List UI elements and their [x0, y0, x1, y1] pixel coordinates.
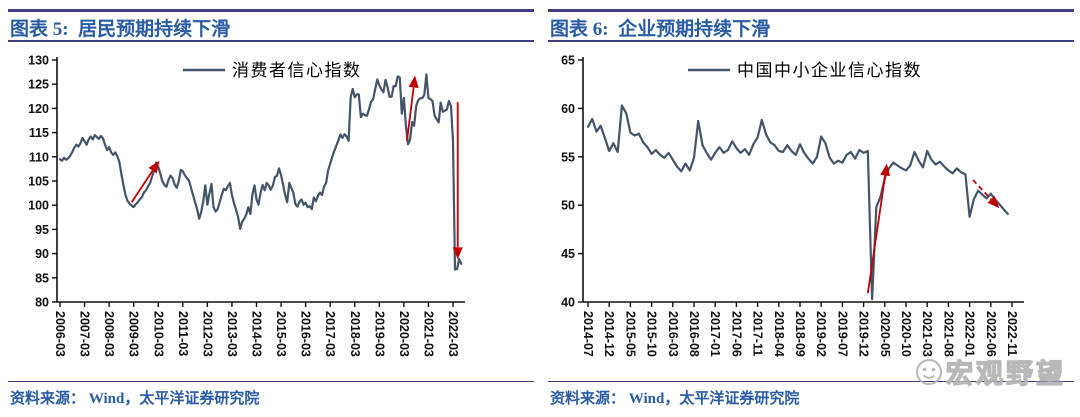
svg-text:110: 110 — [29, 150, 49, 164]
svg-text:60: 60 — [561, 102, 575, 116]
svg-text:2014-03: 2014-03 — [250, 311, 264, 357]
sme-confidence-chart: 40 45 50 55 60 65 2014-07 2014-12 2015-05 2015-10… — [561, 54, 1024, 357]
svg-text:2015-03: 2015-03 — [274, 311, 288, 357]
svg-text:2020-05: 2020-05 — [878, 311, 892, 357]
svg-text:消费者信心指数: 消费者信心指数 — [232, 61, 362, 80]
svg-text:2021-03: 2021-03 — [421, 311, 435, 357]
svg-text:2010-03: 2010-03 — [151, 311, 165, 357]
title-rule-top — [548, 9, 1074, 12]
panel-chart-6: 图表 6: 企业预期持续下滑 40 45 50 55 60 65 2014-07 2014-1… — [540, 0, 1080, 417]
consumer-confidence-chart: 80 85 90 95 100 105 110 115 120 125 130 2006-03 2007… — [28, 54, 465, 357]
svg-text:2013-03: 2013-03 — [225, 311, 239, 357]
source-rule — [548, 381, 1074, 382]
svg-text:2015-05: 2015-05 — [623, 311, 637, 357]
svg-text:2018-03: 2018-03 — [348, 311, 362, 357]
svg-text:95: 95 — [35, 223, 49, 237]
svg-text:125: 125 — [28, 78, 49, 92]
svg-text:2020-03: 2020-03 — [397, 311, 411, 357]
svg-text:2018-09: 2018-09 — [793, 311, 807, 357]
svg-text:50: 50 — [561, 199, 575, 213]
svg-text:90: 90 — [35, 247, 49, 261]
svg-text:2011-03: 2011-03 — [176, 311, 190, 356]
svg-text:中国中小企业信心指数: 中国中小企业信心指数 — [737, 61, 922, 80]
svg-text:2022-03: 2022-03 — [446, 311, 460, 357]
svg-text:2019-02: 2019-02 — [814, 311, 828, 357]
svg-text:115: 115 — [29, 126, 49, 140]
svg-text:55: 55 — [561, 150, 575, 164]
chart-5-title: 图表 5: 居民预期持续下滑 — [10, 19, 231, 40]
svg-text:2018-04: 2018-04 — [772, 311, 786, 357]
source-rule — [8, 381, 534, 382]
svg-text:80: 80 — [35, 296, 49, 310]
svg-text:65: 65 — [561, 54, 575, 68]
svg-text:2021-08: 2021-08 — [941, 311, 955, 357]
svg-text:100: 100 — [28, 199, 49, 213]
svg-text:2017-03: 2017-03 — [323, 311, 337, 357]
svg-text:2007-03: 2007-03 — [78, 311, 92, 357]
title-rule-top — [8, 9, 534, 12]
panel-chart-5: 图表 5: 居民预期持续下滑 80 85 90 95 100 105 110 115 120 12… — [8, 9, 534, 407]
chart-6-source: 资料来源： Wind，太平洋证券研究院 — [550, 391, 800, 407]
svg-text:2014-07: 2014-07 — [581, 311, 595, 357]
watermark-text: 宏观野望 — [945, 358, 1066, 389]
watermark-logo-icon — [916, 358, 942, 385]
svg-text:2006-03: 2006-03 — [53, 311, 67, 357]
title-rule-bottom — [8, 40, 534, 42]
svg-text:45: 45 — [561, 247, 575, 261]
svg-text:2009-03: 2009-03 — [127, 311, 141, 357]
svg-text:2021-03: 2021-03 — [920, 311, 934, 357]
svg-text:2014-12: 2014-12 — [602, 311, 616, 357]
svg-text:2019-12: 2019-12 — [857, 311, 871, 357]
svg-text:2022-11: 2022-11 — [1005, 311, 1019, 356]
svg-text:2017-01: 2017-01 — [708, 311, 722, 357]
svg-text:2012-03: 2012-03 — [200, 311, 214, 357]
svg-text:2016-08: 2016-08 — [687, 311, 701, 357]
svg-text:2017-11: 2017-11 — [751, 311, 765, 356]
svg-text:2022-06: 2022-06 — [984, 311, 998, 357]
svg-text:85: 85 — [35, 271, 49, 285]
svg-text:2019-03: 2019-03 — [372, 311, 386, 357]
svg-text:2008-03: 2008-03 — [102, 311, 116, 357]
svg-text:2019-07: 2019-07 — [835, 311, 849, 357]
svg-text:105: 105 — [28, 175, 49, 189]
chart-5-source: 资料来源： Wind，太平洋证券研究院 — [10, 391, 260, 407]
svg-text:2020-10: 2020-10 — [899, 311, 913, 357]
svg-text:2016-03: 2016-03 — [299, 311, 313, 357]
svg-text:2022-01: 2022-01 — [963, 311, 977, 357]
svg-text:130: 130 — [28, 54, 49, 68]
svg-text:40: 40 — [561, 296, 575, 310]
svg-text:2017-06: 2017-06 — [729, 311, 743, 357]
watermark: 宏观野望 — [914, 352, 1066, 391]
chart-6-title: 图表 6: 企业预期持续下滑 — [550, 19, 771, 40]
title-rule-bottom — [548, 40, 1074, 42]
svg-text:2016-03: 2016-03 — [666, 311, 680, 357]
svg-text:120: 120 — [28, 102, 49, 116]
svg-text:2015-10: 2015-10 — [645, 311, 659, 357]
